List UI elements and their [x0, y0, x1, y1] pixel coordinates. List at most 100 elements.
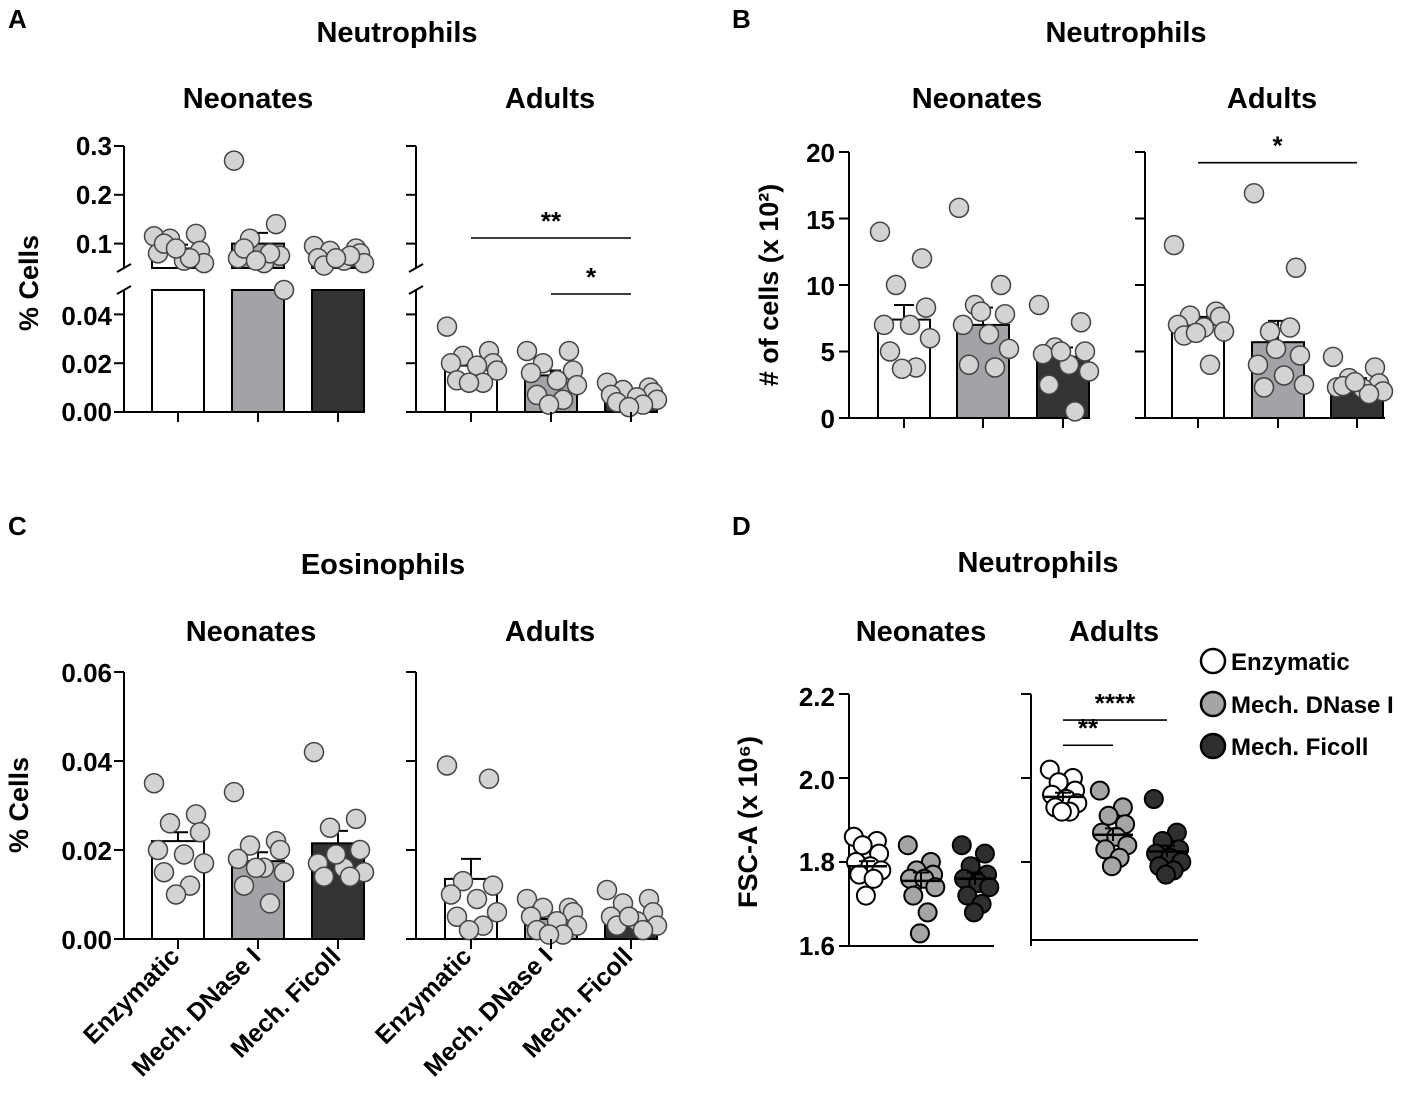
data-point — [546, 370, 568, 391]
data-point — [446, 906, 468, 927]
data-point — [345, 808, 367, 830]
panel-c-ytick: 0.02 — [61, 836, 112, 866]
bar — [151, 289, 205, 413]
data-point — [1074, 341, 1096, 362]
legend-label-mech-ficoll: Mech. Ficoll — [1231, 734, 1368, 761]
data-point — [919, 327, 941, 349]
panel-a-group-adults-title: Adults — [505, 83, 595, 115]
data-point — [1089, 780, 1110, 801]
panel-a-ytick: 0.04 — [61, 301, 112, 331]
panel-d-group-neonates-title: Neonates — [856, 616, 987, 648]
data-point — [863, 868, 884, 889]
data-point — [566, 374, 588, 396]
data-point — [958, 354, 980, 376]
panel-b-ytick: 20 — [806, 138, 835, 168]
data-point — [482, 875, 504, 896]
data-point — [618, 396, 640, 418]
data-point — [1322, 346, 1344, 368]
data-point — [436, 755, 458, 776]
panel-c-group-neonates-title: Neonates — [186, 616, 317, 648]
data-point — [1038, 374, 1060, 395]
data-point — [193, 853, 215, 874]
data-point — [233, 238, 255, 259]
panel-c-marks — [114, 671, 668, 949]
data-point — [1273, 365, 1295, 386]
data-point — [325, 844, 347, 865]
data-point — [458, 372, 480, 393]
panel-a-ytick: 0.2 — [76, 180, 112, 210]
data-point — [1101, 856, 1122, 877]
data-point — [984, 357, 1006, 378]
data-point — [185, 804, 207, 825]
panel-b-title: Neutrophils — [1045, 17, 1206, 49]
panel-b: B Neutrophils Neonates Adults # of cells… — [732, 4, 1394, 434]
data-point — [233, 875, 255, 896]
data-point — [948, 197, 970, 219]
panel-a-ytick: 0.02 — [61, 349, 112, 379]
data-point — [963, 902, 984, 923]
data-point — [632, 919, 654, 941]
data-point — [520, 362, 542, 384]
data-point — [349, 839, 371, 861]
data-point — [915, 297, 937, 318]
data-point — [1143, 789, 1164, 809]
legend-label-enzymatic: Enzymatic — [1231, 649, 1350, 676]
data-point — [1243, 182, 1265, 204]
data-point — [990, 274, 1012, 296]
bar — [231, 289, 285, 413]
data-point — [925, 877, 946, 898]
data-point — [245, 857, 267, 879]
data-point — [440, 884, 462, 905]
data-point — [855, 885, 876, 906]
legend-swatch-mech-ficoll — [1199, 732, 1227, 760]
data-point — [165, 238, 187, 259]
data-point — [303, 741, 325, 763]
data-point — [1064, 401, 1086, 422]
significance-label: * — [586, 262, 597, 292]
data-point — [869, 221, 891, 243]
data-point — [223, 781, 245, 803]
panel-a-ytick: 0.00 — [61, 397, 112, 427]
bar — [311, 289, 365, 413]
panel-a-label: A — [8, 4, 27, 34]
panel-b-ytick: 15 — [806, 205, 835, 235]
data-point — [1028, 294, 1050, 316]
panel-b-group-adults-title: Adults — [1227, 83, 1317, 115]
data-point — [173, 844, 195, 865]
data-point — [852, 835, 873, 856]
data-point — [1247, 354, 1269, 376]
data-point — [897, 835, 918, 856]
data-point — [1070, 311, 1092, 333]
panel-c-ytick: 0.00 — [61, 925, 112, 955]
data-point — [1163, 234, 1185, 256]
panel-d-ytick: 2.2 — [799, 682, 835, 712]
panel-b-ytick: 0 — [821, 404, 835, 434]
data-point — [596, 879, 618, 901]
data-point — [319, 817, 341, 838]
data-point — [1050, 341, 1072, 362]
panel-b-label: B — [732, 4, 751, 34]
significance-label: * — [1272, 131, 1283, 161]
data-point — [1032, 343, 1054, 365]
data-point — [998, 338, 1020, 360]
significance-label: **** — [1095, 688, 1136, 718]
data-point — [979, 877, 1000, 898]
data-point — [1279, 317, 1301, 338]
data-point — [1051, 801, 1072, 822]
data-point — [486, 360, 508, 381]
axis-break-mark — [116, 285, 132, 295]
data-point — [223, 150, 245, 171]
data-point — [153, 862, 175, 883]
data-point — [269, 839, 291, 861]
data-point — [1259, 321, 1281, 342]
data-point — [516, 340, 538, 362]
data-point — [1078, 361, 1100, 382]
data-point — [538, 924, 560, 945]
panel-d-marks: ****** — [839, 688, 1198, 947]
data-point — [951, 835, 972, 856]
axis-break-mark — [116, 263, 132, 273]
data-point — [245, 250, 267, 271]
data-point — [1344, 371, 1366, 393]
